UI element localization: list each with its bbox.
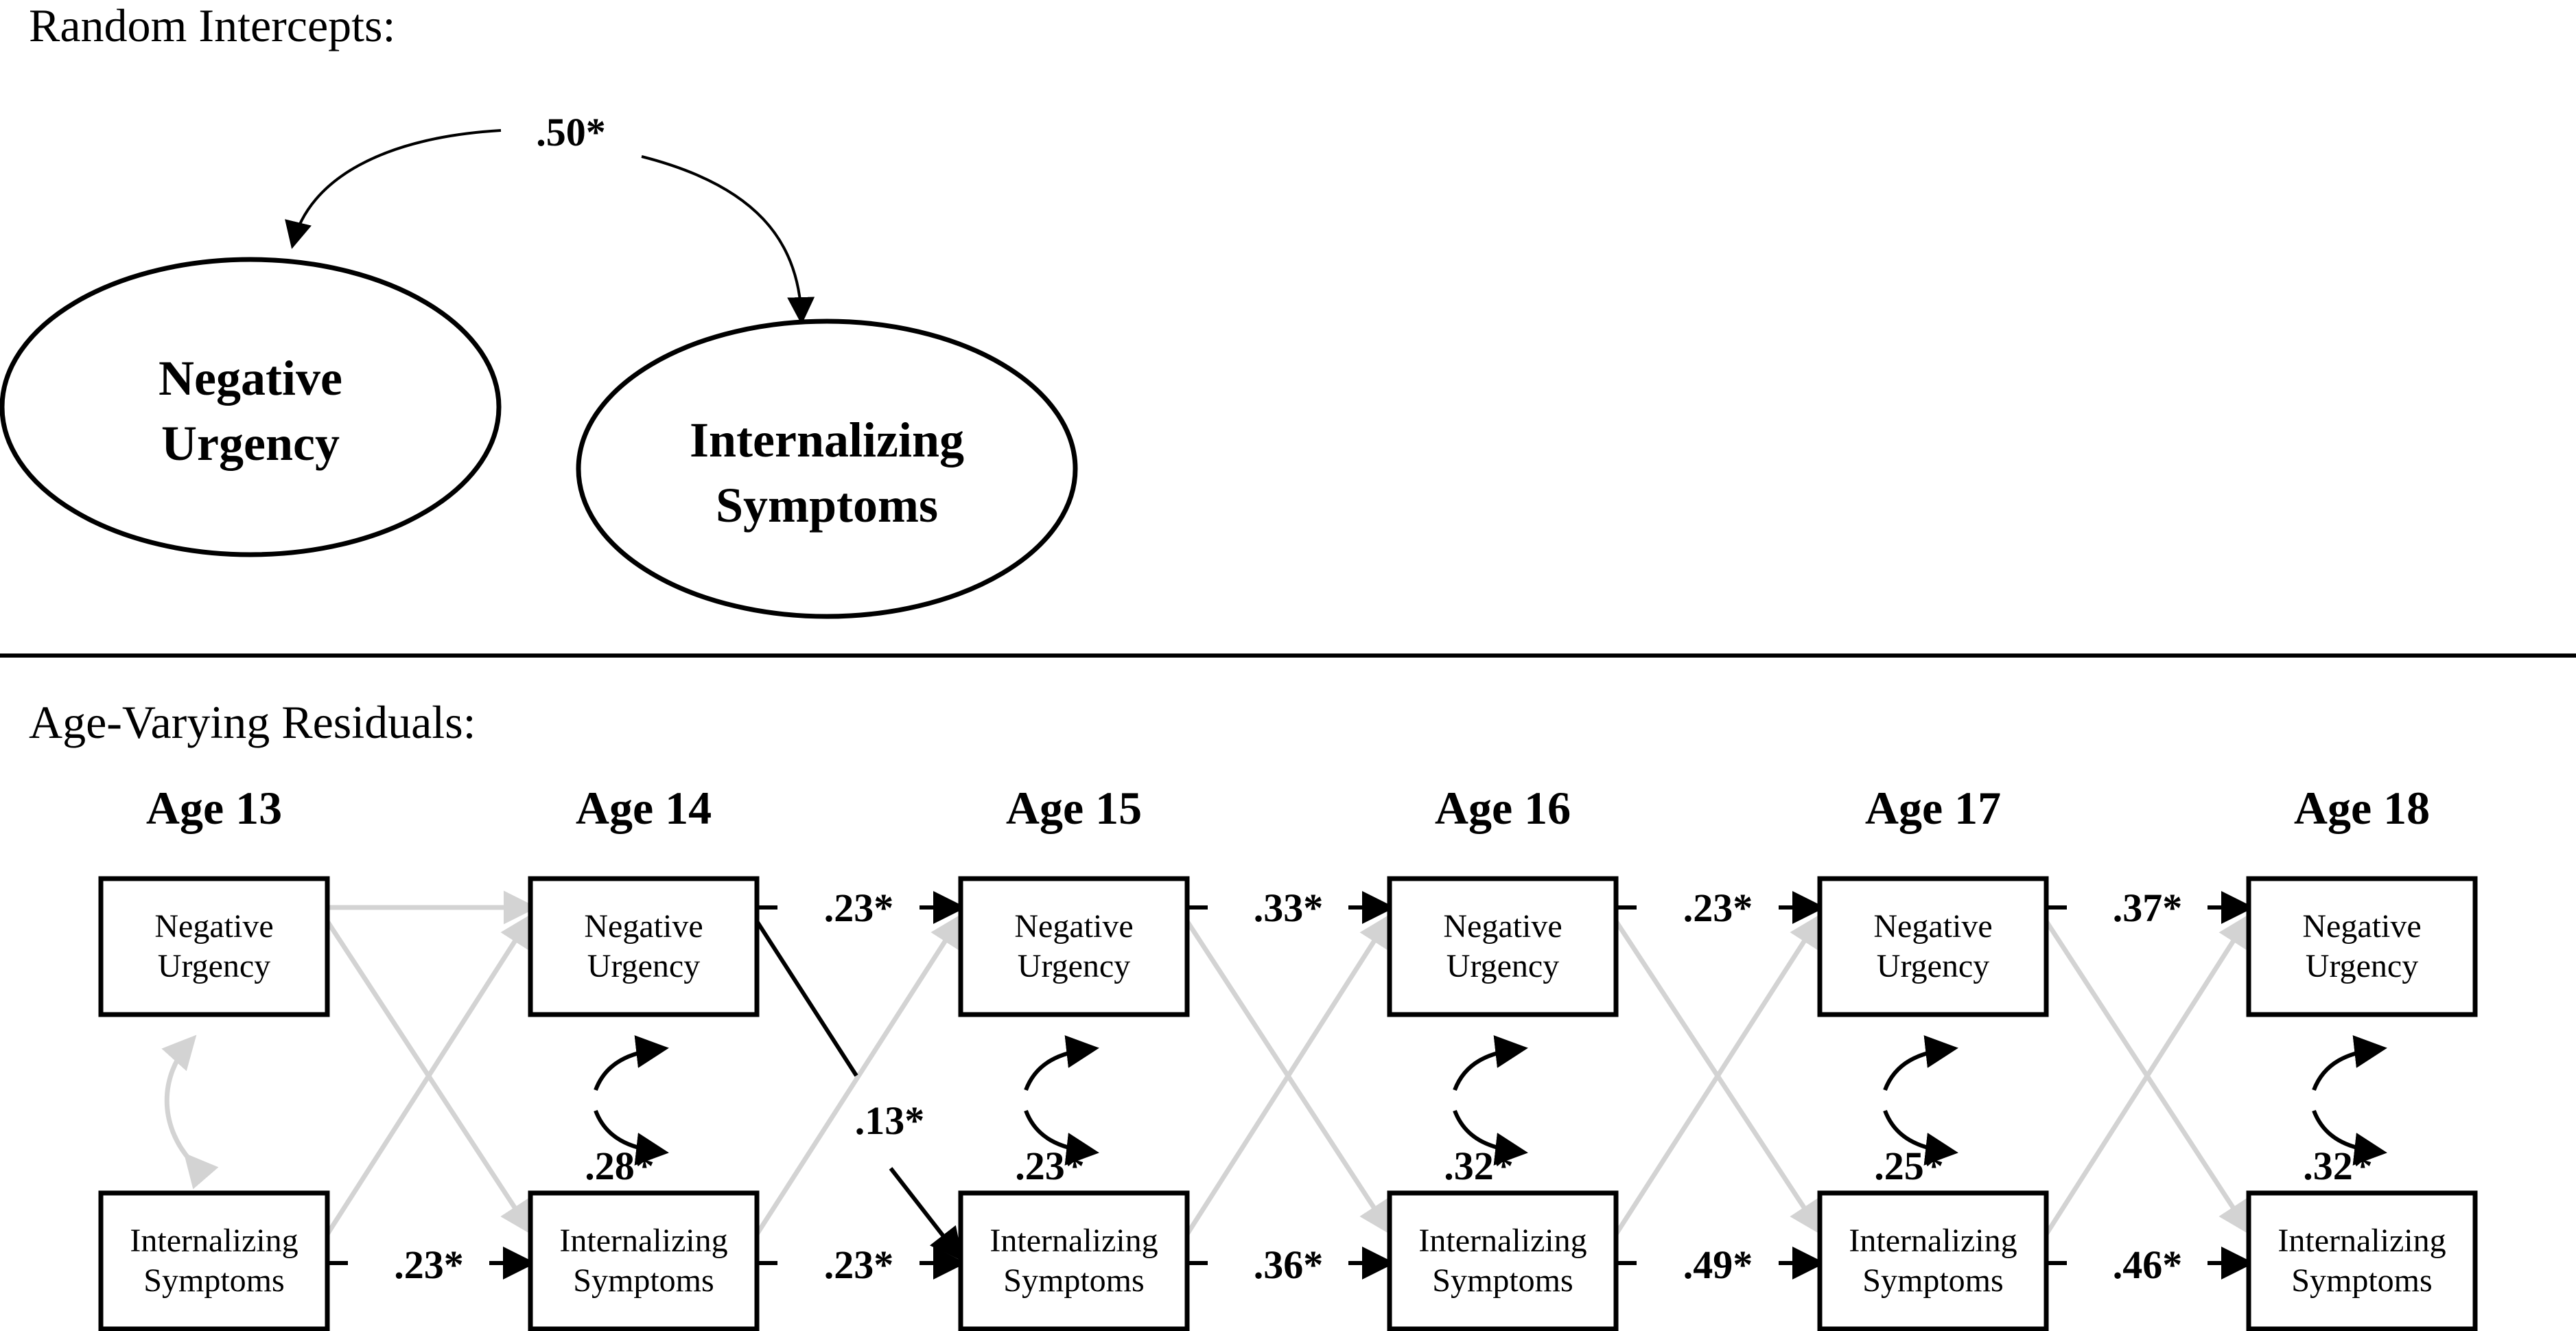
- coef-is-ar-15-16: .36*: [1254, 1242, 1324, 1287]
- age-labels: Age 13 Age 14 Age 15 Age 16 Age 17 Age 18 .23*…: [146, 782, 2430, 1287]
- coef-is-ar-17-18: .46*: [2113, 1242, 2183, 1287]
- box-is-line2: Symptoms: [1862, 1262, 2003, 1299]
- box-nu-line2: Urgency: [1447, 948, 1559, 984]
- covariance-up-age14: [594, 1035, 669, 1091]
- path-is13-nu14: [325, 913, 533, 1236]
- box-is-line2: Symptoms: [143, 1262, 284, 1299]
- coef-covariance-age14: .28*: [585, 1144, 655, 1188]
- intercept-is-line1: Internalizing: [690, 413, 964, 467]
- box-nu-line1: Negative: [584, 908, 703, 945]
- intercept-correlation-arrow-left: [285, 129, 502, 249]
- covariance-down-age18: [2312, 1109, 2387, 1166]
- coef-nu-ar-15-16: .33*: [1254, 886, 1324, 930]
- path-is15-nu16: [1185, 913, 1392, 1236]
- box-is-line1: Internalizing: [130, 1223, 298, 1259]
- covariance-up-age17: [1883, 1035, 1958, 1091]
- intercept-internalizing-symptoms: Internalizing Symptoms: [576, 319, 1078, 619]
- random-intercepts-label: Random Intercepts:: [29, 0, 395, 51]
- box-nu-line2: Urgency: [2306, 948, 2418, 984]
- box-nu-line1: Negative: [2302, 908, 2421, 945]
- box-nu-line2: Urgency: [158, 948, 270, 984]
- coef-is-ar-14-15: .23*: [824, 1242, 894, 1287]
- nonsignificant-paths: [161, 890, 2251, 1236]
- coef-covariance-age15: .23*: [1015, 1144, 1085, 1188]
- intercept-correlation-arrow-right: [641, 155, 815, 325]
- path-is16-nu17: [1614, 913, 1823, 1236]
- age-label-14: Age 14: [576, 782, 712, 834]
- box-nu-line1: Negative: [1014, 908, 1133, 945]
- path-is17-nu18: [2044, 913, 2251, 1236]
- path-is14-nu15: [755, 913, 963, 1236]
- age-label-18: Age 18: [2294, 782, 2430, 834]
- box-is-line2: Symptoms: [573, 1262, 714, 1299]
- box-is-line1: Internalizing: [2278, 1223, 2446, 1259]
- box-nu-line2: Urgency: [587, 948, 700, 984]
- covariance-age13: [161, 1034, 219, 1190]
- covariance-up-age16: [1453, 1035, 1528, 1091]
- coef-nu-ar-16-17: .23*: [1683, 886, 1753, 930]
- intercept-nu-line1: Negative: [159, 351, 342, 406]
- coef-is-ar-16-17: .49*: [1683, 1242, 1753, 1287]
- coef-is-ar-13-14: .23*: [394, 1242, 464, 1287]
- box-nu-line2: Urgency: [1018, 948, 1130, 984]
- box-nu-line1: Negative: [1443, 908, 1562, 945]
- age-label-16: Age 16: [1435, 782, 1571, 834]
- covariance-down-age15: [1024, 1109, 1099, 1166]
- significant-paths: [327, 907, 2387, 1263]
- intercept-nu-line2: Urgency: [161, 416, 340, 471]
- box-is-line1: Internalizing: [1849, 1223, 2017, 1259]
- box-nu-line1: Negative: [1873, 908, 1992, 945]
- coef-covariance-age16: .32*: [1444, 1144, 1514, 1188]
- box-nu-line2: Urgency: [1877, 948, 1989, 984]
- age-label-15: Age 15: [1006, 782, 1142, 834]
- age-boxes: NegativeUrgencyInternalizingSymptomsNega…: [98, 876, 2478, 1331]
- intercept-is-line2: Symptoms: [716, 478, 938, 533]
- intercept-negative-urgency: Negative Urgency: [0, 257, 502, 557]
- box-is-line2: Symptoms: [2291, 1262, 2432, 1299]
- box-is-line2: Symptoms: [1003, 1262, 1144, 1299]
- box-nu-line1: Negative: [154, 908, 273, 945]
- coef-covariance-age17: .25*: [1874, 1144, 1944, 1188]
- covariance-down-age16: [1453, 1109, 1528, 1166]
- coef-covariance-age18: .32*: [2303, 1144, 2373, 1188]
- covariance-up-age18: [2312, 1035, 2387, 1091]
- covariance-up-age15: [1024, 1035, 1099, 1091]
- age-label-13: Age 13: [146, 782, 282, 834]
- coef-nu-ar-17-18: .37*: [2113, 886, 2183, 930]
- box-is-line1: Internalizing: [990, 1223, 1158, 1259]
- coef-cross-nu14-is15: .13*: [855, 1098, 925, 1143]
- age-label-17: Age 17: [1865, 782, 2001, 834]
- covariance-down-age14: [594, 1109, 669, 1166]
- intercept-correlation-coef: .50*: [536, 110, 606, 154]
- coef-nu-ar-14-15: .23*: [824, 886, 894, 930]
- box-is-line2: Symptoms: [1432, 1262, 1573, 1299]
- box-is-line1: Internalizing: [559, 1223, 727, 1259]
- age-varying-residuals-label: Age-Varying Residuals:: [29, 696, 476, 748]
- covariance-down-age17: [1883, 1109, 1958, 1166]
- box-is-line1: Internalizing: [1418, 1223, 1586, 1259]
- path-nu14-is15: [755, 920, 958, 1255]
